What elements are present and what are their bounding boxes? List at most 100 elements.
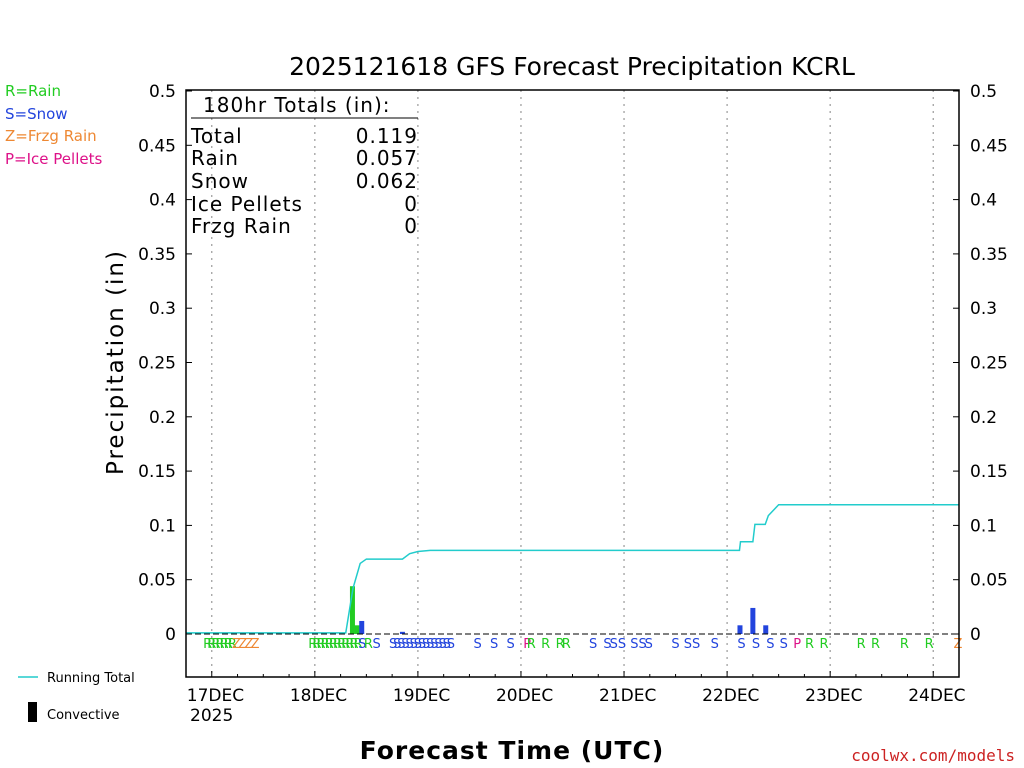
ptype-marker-R: R bbox=[207, 637, 216, 652]
y-tick-label-right: 0.35 bbox=[970, 245, 1008, 265]
x-tick-label-18DEC: 18DEC bbox=[290, 686, 347, 706]
x-tick-label-23DEC: 23DEC bbox=[805, 686, 862, 706]
convective-legend-swatch bbox=[28, 702, 37, 722]
ptype-marker-R: R bbox=[325, 637, 334, 652]
y-tick-label-right: 0.4 bbox=[970, 191, 997, 211]
convective-legend-label: Convective bbox=[47, 708, 120, 723]
y-tick-label-right: 0.1 bbox=[970, 516, 997, 536]
ptype-marker-S: S bbox=[443, 637, 451, 652]
ptype-marker-Z: Z bbox=[238, 637, 247, 652]
ptype-marker-R: R bbox=[337, 637, 346, 652]
ptype-marker-R: R bbox=[215, 637, 224, 652]
plot-frame bbox=[185, 89, 960, 678]
ptype-marker-R: R bbox=[345, 637, 354, 652]
ptype-marker-R: R bbox=[211, 637, 220, 652]
ptype-marker-R: R bbox=[805, 637, 814, 652]
ptype-marker-Z: Z bbox=[244, 637, 253, 652]
y-tick-label-left: 0.25 bbox=[138, 354, 176, 374]
totals-box: 180hr Totals (in): Total 0.119 Rain 0.05… bbox=[190, 93, 418, 238]
ptype-marker-R: R bbox=[354, 637, 363, 652]
x-tick-label-17DEC: 17DEC bbox=[187, 686, 244, 706]
precip-bar-snow bbox=[737, 625, 743, 634]
ptype-marker-S: S bbox=[474, 637, 482, 652]
y-axis-label: Precipitation (in) bbox=[103, 249, 129, 475]
y-tick-label-right: 0.15 bbox=[970, 462, 1008, 482]
x-tick-label-20DEC: 20DEC bbox=[496, 686, 553, 706]
y-tick-label-left: 0.05 bbox=[138, 571, 176, 591]
year-label: 2025 bbox=[190, 706, 233, 726]
y-tick-label-left: 0.1 bbox=[149, 516, 176, 536]
ptype-marker-R: R bbox=[349, 637, 358, 652]
ptype-marker-R: R bbox=[341, 637, 350, 652]
ptype-marker-S: S bbox=[780, 637, 788, 652]
ptype-marker-S: S bbox=[422, 637, 430, 652]
ptype-marker-R: R bbox=[228, 637, 237, 652]
ptype-marker-R: R bbox=[562, 637, 571, 652]
y-tick-label-right: 0.3 bbox=[970, 299, 997, 319]
ptype-marker-S: S bbox=[393, 637, 401, 652]
ptype-marker-S: S bbox=[418, 637, 426, 652]
totals-value-total: 0.119 bbox=[356, 124, 418, 148]
ptype-marker-S: S bbox=[684, 637, 692, 652]
ptype-marker-S: S bbox=[447, 637, 455, 652]
ptype-marker-S: S bbox=[358, 637, 366, 652]
ptype-marker-R: R bbox=[220, 637, 229, 652]
ptype-marker-S: S bbox=[414, 637, 422, 652]
totals-label-snow: Snow bbox=[191, 169, 249, 193]
totals-value-frzg: 0 bbox=[404, 214, 418, 238]
ptype-marker-S: S bbox=[766, 637, 774, 652]
totals-label-frzg: Frzg Rain bbox=[191, 214, 292, 238]
ptype-marker-S: S bbox=[490, 637, 498, 652]
ptype-marker-S: S bbox=[397, 637, 405, 652]
x-tick-label-19DEC: 19DEC bbox=[393, 686, 450, 706]
ptype-marker-R: R bbox=[857, 637, 866, 652]
legend-snow: S=Snow bbox=[5, 105, 68, 123]
y-tick-label-left: 0.45 bbox=[138, 136, 176, 156]
y-tick-label-right: 0.45 bbox=[970, 136, 1008, 156]
ptype-marker-S: S bbox=[645, 637, 653, 652]
ptype-marker-R: R bbox=[925, 637, 934, 652]
precip-bar-snow bbox=[750, 607, 756, 634]
ptype-marker-R: R bbox=[224, 637, 233, 652]
ptype-marker-P: P bbox=[523, 637, 531, 652]
ptype-marker-R: R bbox=[203, 637, 212, 652]
ptype-marker-S: S bbox=[426, 637, 434, 652]
credit-text: coolwx.com/models bbox=[851, 746, 1015, 765]
x-tick-label-21DEC: 21DEC bbox=[599, 686, 656, 706]
ptype-marker-Z: Z bbox=[232, 637, 241, 652]
ptype-marker-R: R bbox=[819, 637, 828, 652]
totals-value-rain: 0.057 bbox=[356, 146, 418, 170]
ptype-marker-R: R bbox=[312, 637, 321, 652]
ptype-marker-S: S bbox=[618, 637, 626, 652]
ptype-marker-S: S bbox=[711, 637, 719, 652]
y-tick-label-left: 0.2 bbox=[149, 408, 176, 428]
totals-header: 180hr Totals (in): bbox=[203, 93, 391, 117]
y-tick-label-right: 0.2 bbox=[970, 408, 997, 428]
ptype-marker-S: S bbox=[752, 637, 760, 652]
legend-ice-pellets: P=Ice Pellets bbox=[5, 150, 102, 168]
x-axis-label: Forecast Time (UTC) bbox=[360, 736, 665, 765]
gridlines bbox=[211, 90, 934, 677]
ptype-marker-S: S bbox=[430, 637, 438, 652]
ptype-marker-R: R bbox=[364, 637, 373, 652]
ptype-marker-R: R bbox=[527, 637, 536, 652]
totals-label-rain: Rain bbox=[191, 146, 239, 170]
y-tick-label-left: 0.3 bbox=[149, 299, 176, 319]
ptype-marker-S: S bbox=[406, 637, 414, 652]
ptype-marker-R: R bbox=[333, 637, 342, 652]
y-axis-ticks: 0 00.05 0.050.1 0.10.15 0.150.2 0.20.25 0.250.… bbox=[138, 82, 1008, 645]
x-tick-label-24DEC: 24DEC bbox=[908, 686, 965, 706]
ptype-marker-S: S bbox=[692, 637, 700, 652]
ptype-marker-S: S bbox=[507, 637, 515, 652]
running-total-line bbox=[186, 504, 959, 634]
ptype-marker-R: R bbox=[329, 637, 338, 652]
y-tick-label-right: 0.5 bbox=[970, 82, 997, 102]
totals-label-ice: Ice Pellets bbox=[191, 192, 303, 216]
y-tick-label-left: 0.5 bbox=[149, 82, 176, 102]
y-tick-label-left: 0 bbox=[165, 625, 176, 645]
precip-bar-rain bbox=[354, 625, 360, 634]
ptype-marker-S: S bbox=[373, 637, 381, 652]
ptype-marker-S: S bbox=[737, 637, 745, 652]
